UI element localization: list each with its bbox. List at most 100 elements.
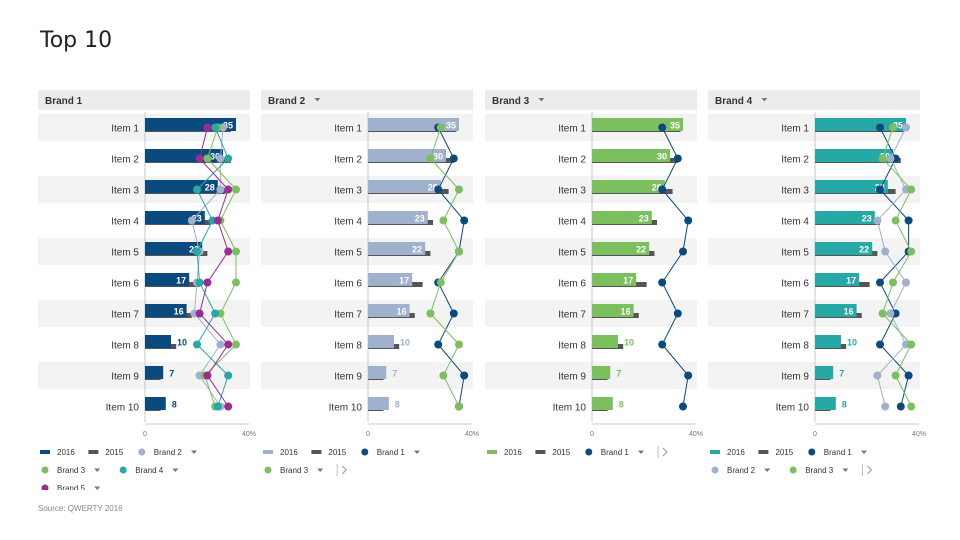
legend-chevron-down-icon[interactable] xyxy=(764,468,771,473)
series-point xyxy=(193,185,201,194)
header-chevron-down-icon[interactable] xyxy=(538,98,545,102)
series-point xyxy=(439,371,448,380)
series-point xyxy=(907,402,916,411)
series-point xyxy=(876,278,884,287)
legend-item[interactable]: Brand 1 xyxy=(585,448,644,457)
legend-item[interactable]: Brand 1 xyxy=(361,448,420,457)
legend-chevron-down-icon[interactable] xyxy=(638,450,644,455)
bar-value-label: 7 xyxy=(392,369,397,379)
category-label: Item 6 xyxy=(111,279,139,290)
series-point xyxy=(232,340,240,349)
series-line xyxy=(199,127,229,407)
bar-value-label: 17 xyxy=(846,276,856,286)
series-point xyxy=(426,309,435,318)
panel-header-label: Brand 4 xyxy=(715,96,753,107)
series-point xyxy=(434,185,443,194)
legend-chevron-down-icon[interactable] xyxy=(94,486,101,491)
series-point xyxy=(873,371,882,380)
series-point xyxy=(439,216,448,225)
bar-value-label: 7 xyxy=(169,369,174,379)
legend-chevron-down-icon[interactable] xyxy=(414,450,420,455)
legend-item[interactable]: Brand 4 xyxy=(119,466,179,475)
series-point xyxy=(224,402,233,411)
series-point xyxy=(886,154,895,163)
series-point xyxy=(891,216,900,225)
bar-2016 xyxy=(815,180,888,193)
legend-label: Brand 3 xyxy=(805,466,834,475)
series-point xyxy=(216,154,225,163)
panel-header[interactable] xyxy=(708,90,920,110)
legend-item[interactable]: Brand 5 xyxy=(41,484,101,491)
legend-chevron-down-icon[interactable] xyxy=(842,468,849,473)
series-point xyxy=(881,402,890,411)
row-band xyxy=(708,362,920,389)
bar-2016 xyxy=(145,366,164,379)
legend-label: Brand 2 xyxy=(727,466,756,475)
legend-item[interactable]: Brand 1 xyxy=(808,448,867,457)
bar-2016 xyxy=(592,211,652,224)
legend-label: Brand 5 xyxy=(57,484,86,490)
category-label: Item 10 xyxy=(776,403,810,414)
row-band xyxy=(261,238,473,265)
panel-header[interactable] xyxy=(485,90,697,110)
legend-swatch xyxy=(535,450,546,454)
series-point xyxy=(889,123,897,132)
legend-chevron-down-icon[interactable] xyxy=(172,468,179,473)
bar-value-label: 16 xyxy=(397,307,407,317)
header-chevron-down-icon[interactable] xyxy=(314,98,321,102)
series-point xyxy=(195,278,204,287)
category-label: Item 8 xyxy=(334,341,362,352)
chevron-right-icon[interactable] xyxy=(867,465,873,475)
page-title: Top 10 xyxy=(40,28,113,53)
chevron-right-icon[interactable] xyxy=(341,465,347,475)
legend-chevron-down-icon[interactable] xyxy=(94,468,101,473)
legend-item[interactable]: Brand 2 xyxy=(711,466,771,475)
legend-dot xyxy=(711,466,719,474)
bar-2016 xyxy=(368,273,413,286)
legend-item[interactable]: Brand 2 xyxy=(138,448,197,457)
category-label: Item 5 xyxy=(781,248,809,259)
series-point xyxy=(876,185,884,194)
bar-value-label: 7 xyxy=(839,369,844,379)
bar-value-label: 23 xyxy=(639,214,649,224)
bar-value-label: 35 xyxy=(446,121,456,131)
series-point xyxy=(658,278,667,287)
series-point xyxy=(193,340,201,349)
series-point xyxy=(679,402,687,411)
bar-2016 xyxy=(368,180,441,193)
category-label: Item 2 xyxy=(558,155,586,166)
panel-header[interactable] xyxy=(261,90,473,110)
series-point xyxy=(449,309,458,318)
series-point xyxy=(449,154,458,163)
legend-item[interactable]: Brand 3 xyxy=(41,466,101,475)
bar-2016 xyxy=(368,366,387,379)
category-label: Item 2 xyxy=(334,155,362,166)
legend-item[interactable]: Brand 3 xyxy=(264,466,324,475)
bar-2016 xyxy=(592,335,618,348)
legend-label: Brand 2 xyxy=(154,448,183,457)
series-point xyxy=(187,216,196,225)
bar-value-label: 8 xyxy=(842,400,847,410)
series-point xyxy=(904,371,913,380)
legend-label: 2016 xyxy=(727,448,745,457)
category-label: Item 7 xyxy=(111,310,139,321)
row-band xyxy=(485,300,697,327)
category-label: Item 4 xyxy=(781,217,809,228)
series-point xyxy=(224,340,233,349)
legend-dot xyxy=(808,448,816,456)
header-chevron-down-icon[interactable] xyxy=(761,98,768,102)
bar-value-label: 8 xyxy=(172,400,177,410)
series-point xyxy=(436,123,445,132)
legend-dot xyxy=(138,448,146,456)
series-point xyxy=(876,340,884,349)
legend-chevron-down-icon[interactable] xyxy=(861,450,867,455)
legend-item[interactable]: Brand 3 xyxy=(789,466,849,475)
category-label: Item 3 xyxy=(558,186,586,197)
series-line xyxy=(196,127,229,407)
series-point xyxy=(878,154,887,163)
legend-chevron-down-icon[interactable] xyxy=(317,468,324,473)
category-label: Item 1 xyxy=(558,124,586,135)
legend-chevron-down-icon[interactable] xyxy=(191,450,197,455)
bar-value-label: 28 xyxy=(652,183,662,193)
chevron-right-icon[interactable] xyxy=(662,447,668,457)
